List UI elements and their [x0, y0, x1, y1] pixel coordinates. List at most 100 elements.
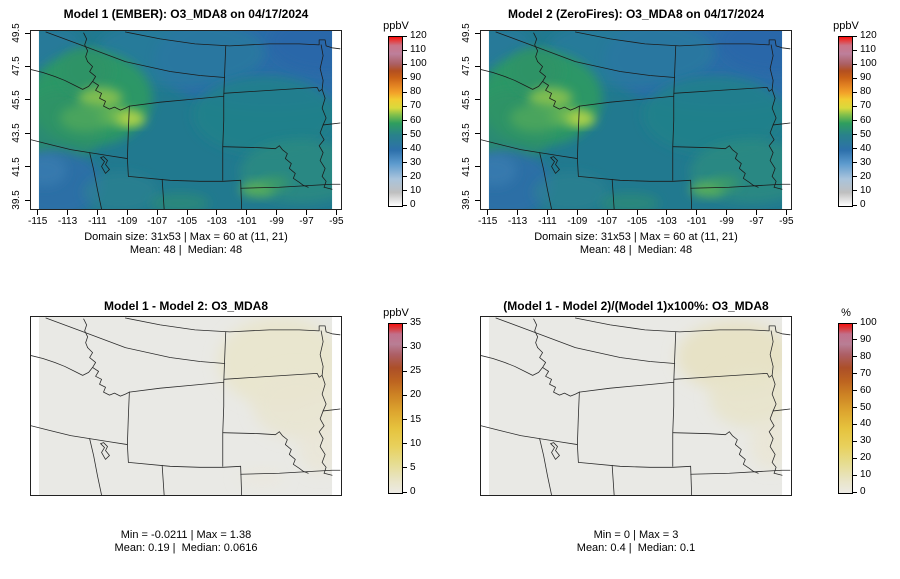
colorbar-tick	[403, 204, 407, 206]
colorbar-unit-label: ppbV	[383, 20, 409, 32]
y-axis-tick	[475, 32, 480, 34]
x-axis-tick-label: -103	[656, 216, 677, 227]
colorbar-tick	[853, 49, 857, 51]
stats-caption-line1: Domain size: 31x53 | Max = 60 at (11, 21…	[534, 231, 738, 243]
colorbar-tick	[853, 204, 857, 206]
panel-title: Model 2 (ZeroFires): O3_MDA8 on 04/17/20…	[507, 7, 765, 21]
colorbar-tick	[853, 440, 857, 442]
colorbar-tick-label: 25	[410, 365, 422, 377]
colorbar-tick-label: 70	[410, 100, 422, 112]
state-borders	[481, 31, 791, 209]
panel-percent-difference: (Model 1 - Model 2)/(Model 1)x100%: O3_M…	[450, 290, 900, 579]
x-axis-tick-label: -107	[147, 216, 168, 227]
colorbar-unit-label: %	[841, 307, 851, 319]
x-axis-tick	[696, 210, 698, 215]
y-axis-tick	[25, 132, 30, 134]
x-axis-tick-label: -97	[299, 216, 314, 227]
colorbar-tick-label: 80	[860, 350, 872, 362]
panel-title: Model 1 - Model 2: O3_MDA8	[103, 299, 269, 313]
x-axis-tick	[606, 210, 608, 215]
y-axis-tick-label: 49.5	[461, 23, 472, 43]
x-axis-tick	[785, 210, 787, 215]
colorbar-tick	[853, 390, 857, 392]
state-borders	[31, 31, 341, 209]
x-axis-tick-label: -101	[686, 216, 707, 227]
colorbar-tick-label: 20	[860, 452, 872, 464]
y-axis-tick-label: 39.5	[11, 190, 22, 211]
colorbar-tick	[853, 322, 857, 324]
y-axis-tick	[25, 199, 30, 201]
colorbar-tick-label: 10	[410, 184, 422, 196]
panel-title: Model 1 (EMBER): O3_MDA8 on 04/17/2024	[63, 7, 309, 21]
colorbar-tick-label: 30	[860, 435, 872, 447]
colorbar-tick-label: 90	[860, 333, 872, 345]
colorbar-tick-label: 5	[410, 461, 416, 473]
map-plot	[30, 30, 342, 210]
stats-caption-line2: Mean: 48 | Median: 48	[129, 244, 243, 256]
colorbar-tick	[853, 373, 857, 375]
x-axis-tick-label: -113	[507, 216, 528, 227]
colorbar-tick	[853, 339, 857, 341]
colorbar-tick-label: 70	[860, 367, 872, 379]
x-axis-tick	[517, 210, 519, 215]
colorbar-tick	[403, 134, 407, 136]
colorbar-tick	[853, 148, 857, 150]
colorbar-tick-label: 90	[410, 72, 422, 84]
colorbar-tick-label: 60	[860, 384, 872, 396]
x-axis-tick	[726, 210, 728, 215]
colorbar-tick-label: 50	[410, 128, 422, 140]
colorbar-tick	[853, 63, 857, 65]
map-svg	[481, 31, 791, 209]
y-axis-tick-label: 45.5	[11, 90, 22, 110]
colorbar-tick-label: 110	[410, 44, 426, 56]
colorbar-tick-label: 40	[410, 142, 422, 154]
stats-caption-line2: Mean: 0.4 | Median: 0.1	[576, 542, 696, 554]
colorbar-tick-label: 50	[860, 401, 872, 413]
x-axis-tick-label: -95	[329, 216, 344, 227]
colorbar-tick	[853, 91, 857, 93]
colorbar-tick-label: 35	[410, 317, 422, 328]
map-svg	[481, 317, 791, 495]
x-axis-tick	[276, 210, 278, 215]
colorbar-tick-label: 10	[410, 437, 422, 449]
colorbar-unit-label: ppbV	[833, 20, 859, 32]
colorbar-tick-label: 10	[860, 184, 872, 196]
x-axis-tick	[636, 210, 638, 215]
x-axis-tick	[305, 210, 307, 215]
stats-caption-line2: Mean: 48 | Median: 48	[579, 244, 693, 256]
colorbar-tick-label: 40	[860, 142, 872, 154]
colorbar-tick	[853, 190, 857, 192]
colorbar-tick	[853, 176, 857, 178]
x-axis-tick	[246, 210, 248, 215]
panel-model2: Model 2 (ZeroFires): O3_MDA8 on 04/17/20…	[450, 0, 900, 290]
colorbar-tick	[853, 77, 857, 79]
x-axis-tick-label: -111	[538, 216, 557, 227]
y-axis-tick	[25, 99, 30, 101]
colorbar-tick	[853, 105, 857, 107]
stats-caption-line2: Mean: 0.19 | Median: 0.0616	[114, 542, 258, 554]
colorbar-tick	[853, 35, 857, 37]
x-axis-tick	[666, 210, 668, 215]
map-plot	[480, 30, 792, 210]
state-borders	[31, 317, 341, 495]
colorbar-tick-label: 0	[410, 486, 416, 497]
colorbar	[838, 36, 853, 207]
colorbar-tick-label: 90	[860, 72, 872, 84]
x-axis-tick-label: -107	[597, 216, 618, 227]
colorbar-tick	[403, 322, 407, 324]
colorbar	[388, 36, 403, 207]
colorbar	[838, 323, 853, 494]
y-axis-tick	[25, 166, 30, 168]
colorbar-tick	[853, 491, 857, 493]
map-svg	[31, 317, 341, 495]
colorbar-tick	[403, 419, 407, 421]
panel-title: (Model 1 - Model 2)/(Model 1)x100%: O3_M…	[503, 299, 769, 313]
y-axis-tick	[25, 65, 30, 67]
x-axis-tick-label: -105	[176, 216, 197, 227]
colorbar-tick-label: 30	[410, 156, 422, 168]
x-axis-tick	[335, 210, 337, 215]
colorbar-tick	[853, 356, 857, 358]
colorbar-tick	[853, 474, 857, 476]
colorbar-tick-label: 0	[860, 199, 866, 210]
